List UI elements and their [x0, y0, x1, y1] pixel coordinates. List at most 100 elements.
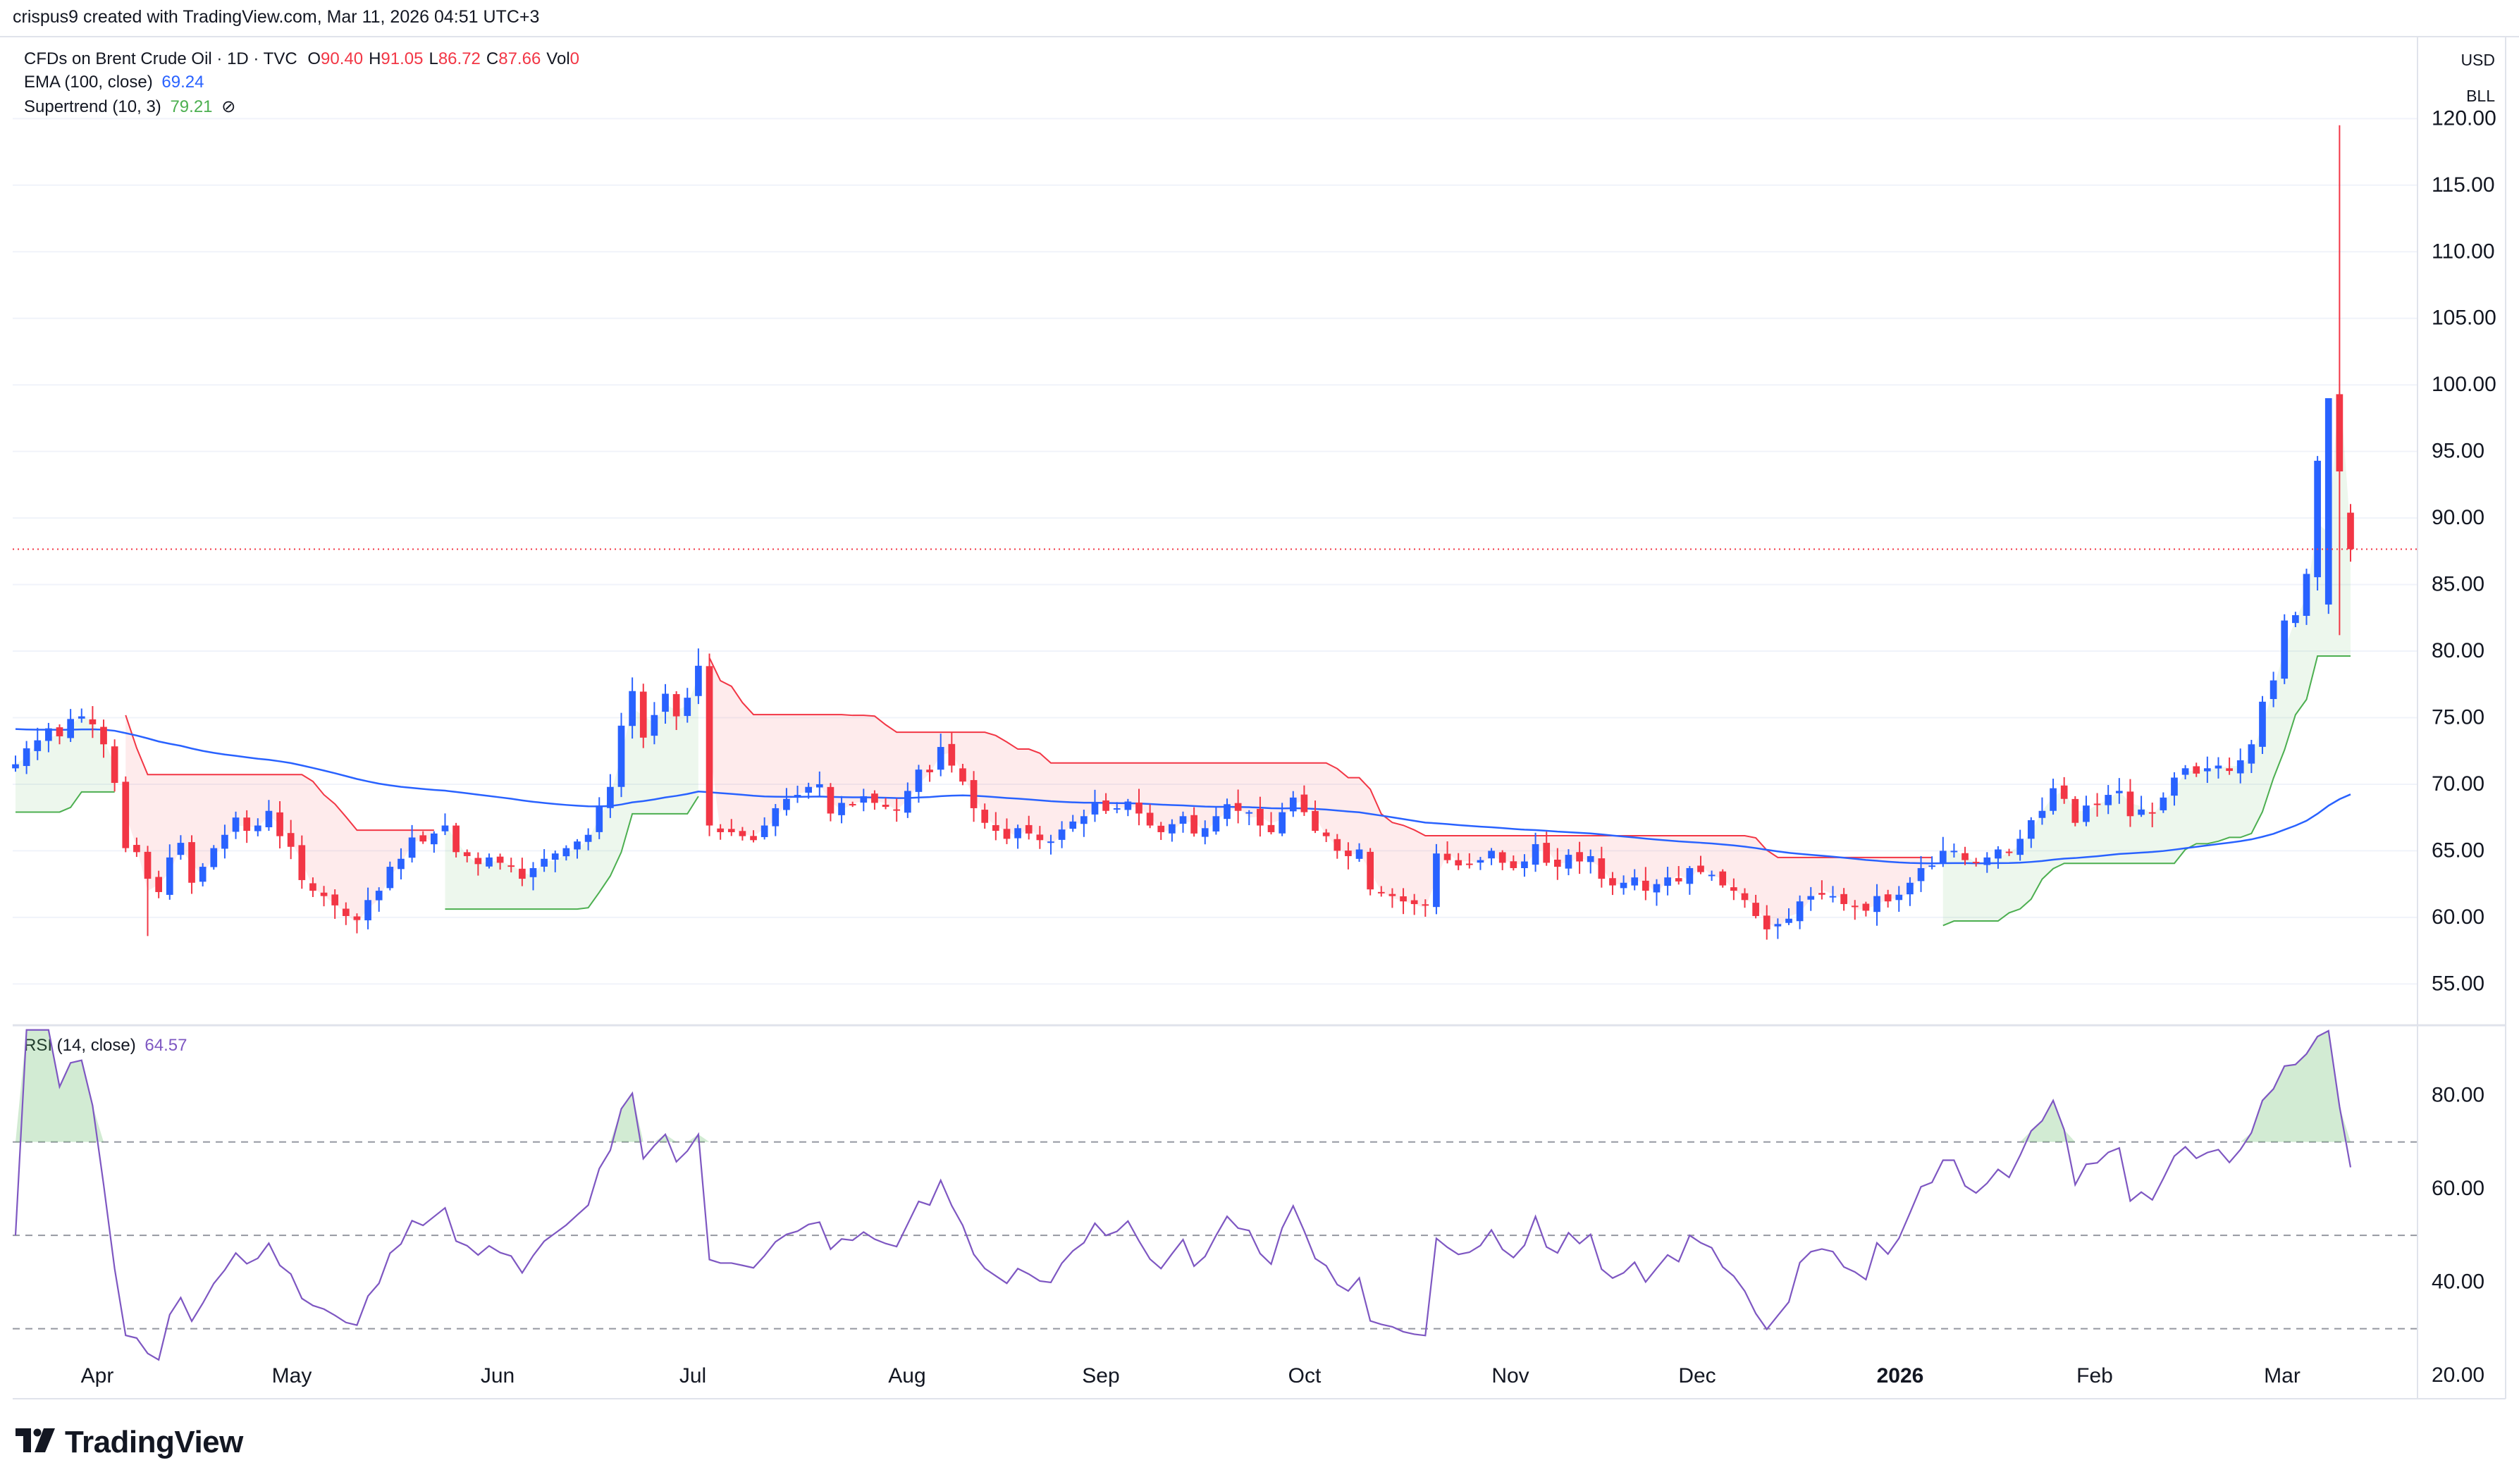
candle — [1532, 832, 1539, 872]
candle — [375, 887, 383, 912]
candle-body — [287, 833, 295, 847]
candle-body — [662, 693, 669, 712]
candle — [507, 858, 515, 873]
candle — [959, 763, 966, 786]
symbol-legend[interactable]: CFDs on Brent Crude Oil · 1D · TVC O90.4… — [24, 49, 579, 69]
candle-body — [1807, 896, 1815, 900]
candle — [948, 732, 956, 773]
candle-body — [1565, 855, 1572, 869]
candle-body — [1212, 816, 1220, 831]
ohlc-key: Vol — [546, 49, 570, 68]
candle-body — [750, 836, 757, 841]
candle-body — [1443, 853, 1451, 860]
candle — [827, 783, 834, 822]
candle — [2292, 612, 2299, 628]
candle-body — [948, 743, 956, 766]
rsi-line — [14, 1029, 2352, 1361]
candle-body — [298, 845, 306, 880]
candle — [2005, 848, 2013, 856]
candle — [1609, 872, 1616, 896]
candle-body — [992, 824, 999, 831]
rsi-legend[interactable]: RSI (14, close) 64.57 — [24, 1036, 187, 1056]
candle — [2126, 779, 2134, 827]
candle — [1388, 888, 1396, 908]
candle — [1488, 848, 1495, 865]
candle — [1279, 803, 1286, 836]
candle-body — [12, 764, 19, 769]
ema-label: EMA (100, close) — [24, 73, 153, 92]
candle-body — [1289, 797, 1297, 812]
candle — [100, 719, 107, 758]
hidden-eye-icon[interactable]: ⊘ — [221, 97, 236, 116]
candle — [2027, 817, 2035, 848]
candle-body — [243, 817, 251, 831]
candle — [562, 845, 570, 861]
candle-body — [2126, 791, 2134, 817]
candle-body — [1410, 900, 1418, 904]
candle — [1763, 905, 1770, 940]
candle-body — [1642, 880, 1649, 891]
candle — [1400, 888, 1407, 915]
candle — [1741, 888, 1749, 908]
candle-body — [408, 837, 416, 858]
x-tick-label: Jul — [679, 1364, 706, 1387]
candle-body — [1025, 824, 1033, 834]
candle-body — [1950, 851, 1958, 853]
candle — [155, 870, 163, 898]
candle — [2115, 778, 2123, 804]
candle-body — [474, 858, 482, 865]
candle-body — [1840, 894, 1847, 904]
candle-body — [1377, 891, 1385, 894]
candle-body — [2071, 798, 2079, 823]
candle — [915, 765, 923, 803]
candle-body — [1587, 855, 1594, 862]
candle-body — [519, 868, 526, 879]
candle-body — [419, 835, 427, 842]
candle-body — [67, 719, 74, 738]
candle-body — [89, 719, 97, 724]
candle — [1179, 811, 1187, 833]
candle-body — [1047, 841, 1054, 843]
candle — [243, 810, 251, 843]
candle-body — [574, 841, 581, 850]
currency-label[interactable]: USD — [2461, 51, 2495, 69]
candle — [1553, 848, 1561, 880]
candle — [2060, 777, 2068, 804]
x-tick-label: Jun — [481, 1364, 515, 1387]
ema-legend[interactable]: EMA (100, close) 69.24 — [24, 73, 204, 92]
x-tick-label: Dec — [1678, 1364, 1716, 1387]
candle-body — [551, 853, 559, 860]
candle — [1939, 836, 1947, 867]
candle — [783, 788, 790, 816]
candle — [2248, 739, 2255, 774]
candle-body — [507, 865, 515, 867]
candle — [122, 776, 130, 853]
candle — [2347, 504, 2354, 562]
supertrend-down-line — [708, 657, 1933, 858]
candle — [1907, 877, 1914, 906]
candle — [1422, 899, 1429, 917]
candle-body — [1477, 860, 1484, 863]
unit-label[interactable]: BLL — [2466, 87, 2495, 105]
candle-body — [695, 665, 702, 696]
candle — [441, 813, 449, 836]
candle — [672, 691, 680, 730]
tradingview-logo[interactable]: TradingView — [16, 1425, 243, 1460]
candle-body — [210, 848, 218, 867]
candle — [574, 839, 581, 859]
candle-body — [1796, 901, 1804, 922]
candle — [2303, 569, 2310, 625]
rsi-value: 64.57 — [144, 1036, 187, 1055]
candle — [596, 797, 603, 839]
rsi-overbought-fill — [16, 1029, 104, 1142]
candle — [2071, 796, 2079, 827]
y-tick-label: 70.00 — [2432, 772, 2484, 796]
candle-body — [1675, 878, 1682, 882]
candle — [1036, 826, 1044, 849]
ohlc-key: H — [369, 49, 381, 68]
candle — [1576, 841, 1583, 874]
candle-body — [177, 843, 185, 855]
supertrend-legend[interactable]: Supertrend (10, 3) 79.21 ⊘ — [24, 97, 235, 117]
candle-body — [1829, 896, 1837, 898]
